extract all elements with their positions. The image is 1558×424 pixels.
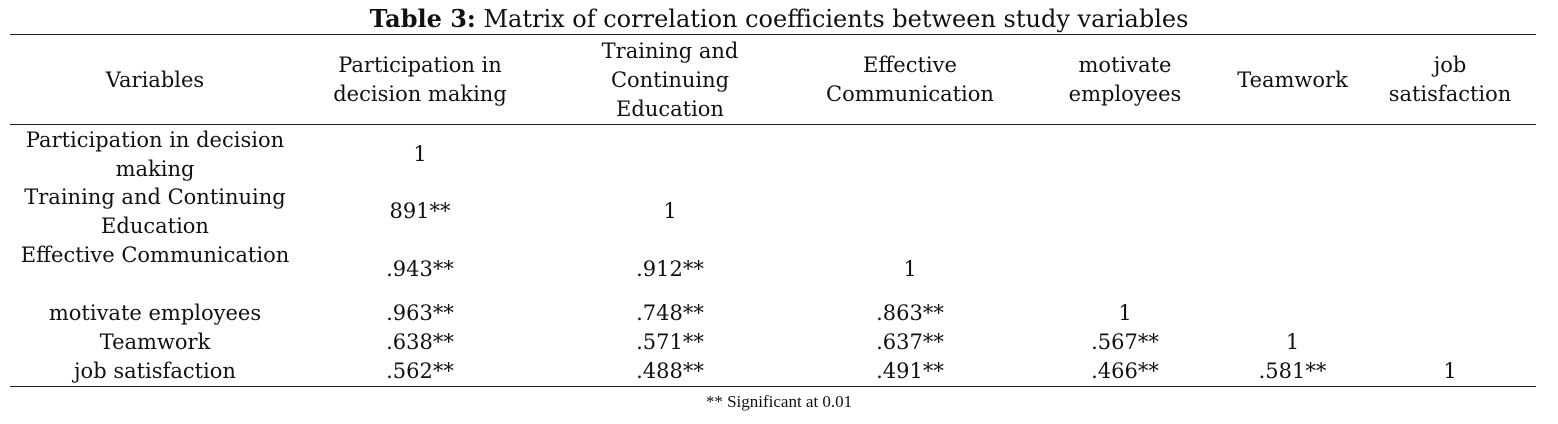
column-header-variables: Variables: [10, 35, 300, 125]
table-cell: 1: [663, 199, 677, 223]
column-header-teamwork: Teamwork: [1220, 35, 1365, 125]
table-bottom-rule: [10, 386, 1536, 387]
column-header-label: Participation in decision making: [333, 53, 507, 106]
row-label-participation: Participation in decision making: [25, 128, 285, 181]
column-header-label: motivate employees: [1068, 53, 1182, 106]
table-cell: 1: [1443, 359, 1457, 383]
table-cell: .963**: [386, 301, 454, 325]
row-label-job-satisfaction: job satisfaction: [74, 359, 236, 383]
table-cell: .637**: [876, 330, 944, 354]
table-cell: .488**: [636, 359, 704, 383]
table-caption-text: Matrix of correlation coefficients betwe…: [483, 5, 1189, 33]
table-caption-label: Table 3:: [369, 4, 476, 33]
table-cell: 891**: [389, 199, 451, 223]
column-header-participation: Participation in decision making: [310, 35, 530, 125]
table-cell: .491**: [876, 359, 944, 383]
column-header-communication: Effective Communication: [810, 35, 1010, 125]
table-cell: .567**: [1091, 330, 1159, 354]
table-cell: .581**: [1258, 359, 1327, 383]
table-cell: 1: [1285, 330, 1300, 354]
column-header-training: Training and Continuing Education: [580, 35, 760, 125]
column-header-label: Variables: [105, 67, 205, 92]
table-footnote: ** Significant at 0.01: [705, 392, 853, 411]
row-label-motivate: motivate employees: [48, 301, 262, 325]
column-header-job-satisfaction: job satisfaction: [1380, 35, 1520, 125]
column-header-label: Teamwork: [1237, 67, 1348, 92]
table-cell: .912**: [636, 257, 704, 281]
table-cell: .748**: [636, 301, 704, 325]
table-cell: .863**: [876, 301, 944, 325]
table-caption: Table 3: Matrix of correlation coefficie…: [0, 4, 1558, 34]
row-label-communication: Effective Communication: [20, 243, 290, 267]
column-header-label: Effective Communication: [826, 53, 994, 106]
table-cell: .943**: [386, 257, 454, 281]
table-cell: 1: [1118, 301, 1132, 325]
table-cell: .638**: [386, 330, 454, 354]
table-cell: 1: [903, 257, 917, 281]
table-cell: .562**: [386, 359, 454, 383]
table-cell: 1: [413, 142, 427, 166]
column-header-motivate: motivate employees: [1050, 35, 1200, 125]
row-label-teamwork: Teamwork: [99, 330, 211, 354]
table-header-rule: [10, 124, 1536, 125]
column-header-label: job satisfaction: [1388, 53, 1512, 106]
table-top-rule: [10, 34, 1536, 35]
table-cell: .571**: [636, 330, 704, 354]
column-header-label: Training and Continuing Education: [601, 38, 739, 121]
row-label-training: Training and Continuing Education: [24, 185, 286, 238]
table-cell: .466**: [1091, 359, 1159, 383]
